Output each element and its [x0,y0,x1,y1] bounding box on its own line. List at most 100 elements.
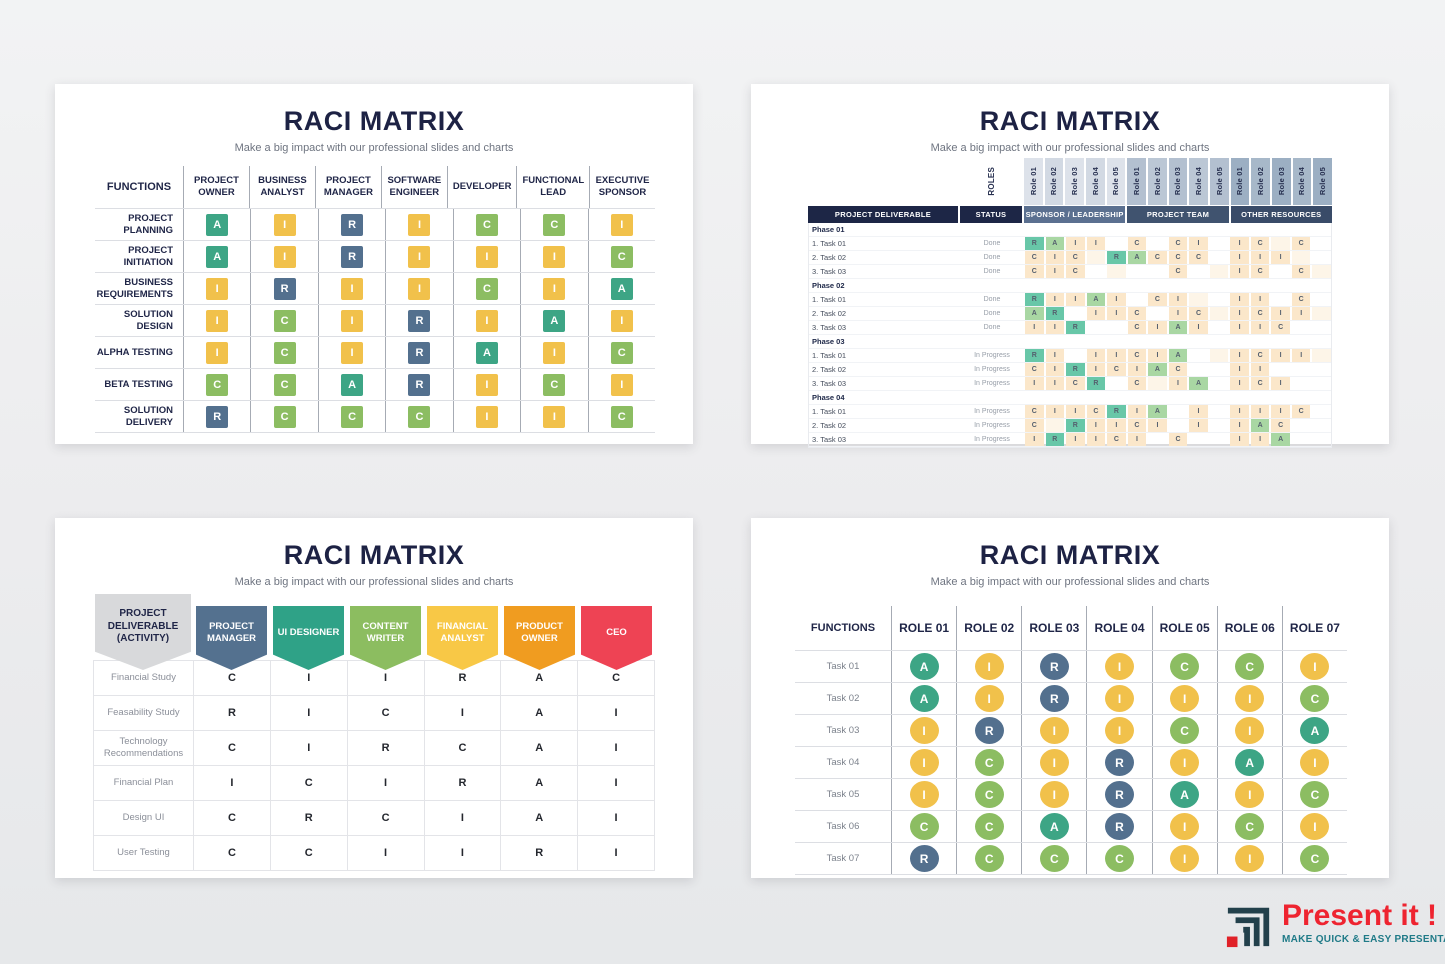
raci-cell-empty [1086,251,1106,264]
role-column-header: PROJECT MANAGER [314,166,381,208]
banner-header-row: PROJECT DELIVERABLE (ACTIVITY) PROJECT MA… [93,594,655,670]
raci-cell-i: I [270,661,348,696]
role-header-cell: Role 05 [1313,158,1332,205]
raci-cell-i: I [1127,363,1147,376]
band-cell: PROJECT DELIVERABLE [808,206,958,223]
status-cell: Done [983,324,1001,331]
raci-chip-c: C [610,405,633,428]
role-column-header: ROLE 04 [1086,606,1151,650]
status-cell: In Progress [974,422,1010,429]
raci-cell: I [183,305,250,336]
row-label: BUSINESS REQUIREMENTS [96,277,173,300]
raci-cell-i: I [1148,321,1167,334]
raci-cell-c: C [347,801,425,836]
raci-matrix-tasks: FUNCTIONS ROLE 01 ROLE 02 ROLE 03 ROLE 04 ROL… [795,606,1347,875]
raci-cell-a: A [1045,237,1065,250]
raci-cell: R [1086,779,1151,810]
raci-chip-c: C [1300,781,1330,808]
raci-chip-a: A [610,277,633,300]
raci-cell-empty [1312,349,1331,362]
raci-cell: C [956,843,1021,874]
raci-cell-i: I [270,696,348,731]
raci-cell-i: I [1066,433,1085,446]
raci-cell-c: C [1168,251,1188,264]
task-row: 2. Task 02 In Progress C I R I C I A C I I [809,363,1331,377]
raci-cell-i: I [1086,349,1106,362]
raci-chip-c: C [1170,717,1200,744]
raci-cell-i: I [424,801,502,836]
raci-cell: A [1021,811,1086,842]
row-label: SOLUTION DELIVERY [123,405,173,428]
slide-subtitle: Make a big impact with our professional … [234,142,514,154]
raci-cell-i: I [1045,293,1065,306]
task-label: 3. Task 03 [812,323,847,332]
raci-cell-empty [1271,265,1290,278]
raci-chip-c: C [1104,845,1134,872]
role-header-label: Role 04 [1090,167,1100,196]
slide-card-2[interactable]: RACI MATRIX Make a big impact with our p… [751,84,1389,448]
raci-cell: C [1281,683,1347,714]
raci-cell-c: C [1250,265,1270,278]
raci-cell-empty [1312,251,1331,264]
role-banner: UI DESIGNER [273,606,344,670]
presentit-logo[interactable]: Present it ! MAKE QUICK & EASY PRESENTAT… [1225,901,1445,949]
task-label: 1. Task 01 [812,407,847,416]
raci-cell-c: C [1291,293,1311,306]
raci-cell: I [385,273,452,304]
raci-cell-i: I [1291,349,1311,362]
raci-chip-i: I [206,277,229,300]
raci-chip-a: A [1039,813,1069,840]
matrix-row: Design UI C R C I A I [94,801,655,836]
raci-cell-i: I [347,836,425,871]
role-header-label: Role 05 [1214,167,1224,196]
raci-cell-i: I [1189,405,1208,418]
raci-chip-c: C [341,405,364,428]
raci-chip-i: I [1300,653,1330,680]
role-header-cell: Role 02 [1251,158,1270,205]
raci-chip-c: C [543,373,566,396]
raci-cell-i: I [1045,321,1065,334]
row-label: ALPHA TESTING [96,346,173,358]
raci-cell-i: I [1250,251,1270,264]
task-label: 1. Task 01 [812,295,847,304]
raci-cell: R [317,241,385,272]
role-header-label: Role 01 [1132,167,1142,196]
raci-cell-c: C [347,696,425,731]
raci-cell: C [250,337,317,368]
raci-cell-empty [1292,433,1311,446]
raci-cell: I [1086,715,1151,746]
raci-cell-c: C [1189,251,1208,264]
slide-card-1[interactable]: RACI MATRIX Make a big impact with our p… [55,84,693,444]
raci-chip-i: I [206,341,229,364]
slide-card-3[interactable]: RACI MATRIX Make a big impact with our p… [55,518,693,878]
raci-chip-i: I [974,685,1004,712]
raci-chip-c: C [1300,845,1330,872]
raci-cell: I [317,305,385,336]
raci-matrix-deliverables: PROJECT DELIVERABLE (ACTIVITY) PROJECT MA… [93,594,655,871]
raci-cell: R [385,337,452,368]
raci-cell: I [1216,779,1282,810]
raci-cell-i: I [347,661,425,696]
slide-card-4[interactable]: RACI MATRIX Make a big impact with our p… [751,518,1389,878]
raci-cell-c: C [194,731,271,766]
raci-cell-empty [1312,321,1331,334]
raci-chip-i: I [610,213,633,236]
raci-cell: I [1151,843,1217,874]
raci-cell-a: A [1168,349,1188,362]
raci-cell-empty [1312,307,1331,320]
role-header-cell: Role 01 [1127,158,1146,205]
raci-cell-i: I [1168,293,1188,306]
raci-cell: I [385,241,452,272]
status-cell: Done [983,254,1001,261]
slide-subtitle: Make a big impact with our professional … [930,142,1210,154]
raci-cell-c: C [1025,251,1044,264]
raci-cell: A [891,683,956,714]
matrix-row: SOLUTION DESIGN I C I R I A I [95,304,655,336]
matrix-row: BUSINESS REQUIREMENTS I R I I C I A [95,272,655,304]
role-header-label: Role 05 [1111,167,1121,196]
raci-cell-c: C [1250,237,1270,250]
raci-cell: A [1281,715,1347,746]
matrix-row: Task 05 I C I R A I C [795,778,1347,810]
presentit-chart-icon [1226,907,1270,948]
